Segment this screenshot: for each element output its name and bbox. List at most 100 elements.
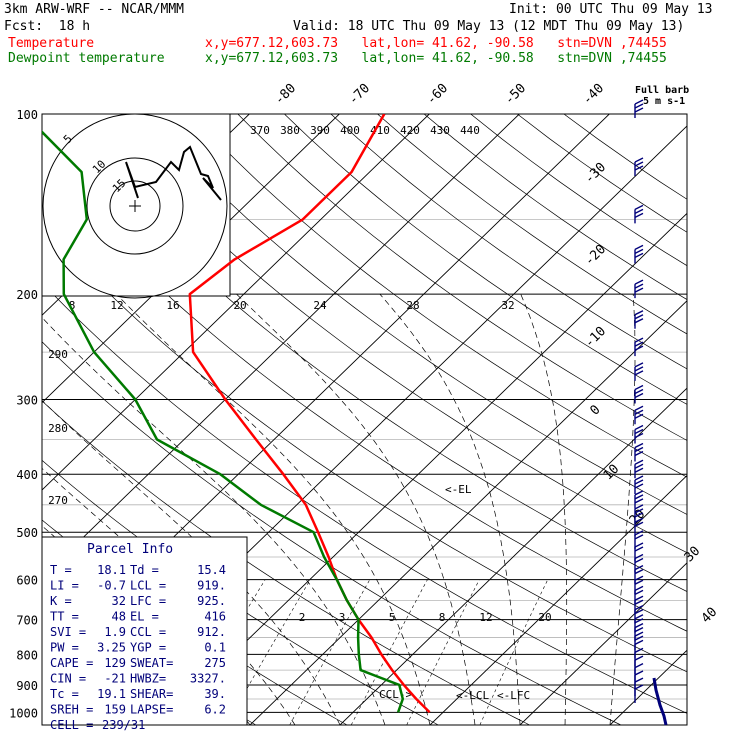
parcel-index-value: 416 xyxy=(204,610,226,624)
moist-adiabat-line xyxy=(115,293,431,725)
barb-flag xyxy=(634,204,644,210)
barb-flag xyxy=(634,618,644,624)
barb-flag xyxy=(634,432,644,439)
temperature-line xyxy=(188,114,431,714)
isotherm-line xyxy=(42,114,430,491)
barb-flag xyxy=(634,508,644,514)
barb-flag xyxy=(634,662,644,669)
barb-flag xyxy=(634,670,644,676)
barb-flag xyxy=(634,534,644,540)
temperature-location: x,y=677.12,603.73 lat,lon= 41.62, -90.58… xyxy=(205,36,667,51)
moist-adiabat-line xyxy=(520,293,568,725)
hodograph-ring xyxy=(86,157,184,255)
dry-adiabat-line xyxy=(237,114,687,441)
hodograph-trace xyxy=(125,145,222,201)
isotherm-line xyxy=(249,300,687,725)
speed-scale-label: 8 xyxy=(69,299,76,312)
barb-flag xyxy=(634,442,644,449)
isotherm-label: -60 xyxy=(424,81,451,108)
barb-flag xyxy=(634,553,644,560)
pressure-label: 900 xyxy=(16,679,38,693)
parcel-index-name: SHEAR= xyxy=(130,687,173,701)
parcel-index-name: HWBZ= xyxy=(130,672,166,686)
dry-adiabat-line xyxy=(190,114,687,478)
wind-barb xyxy=(634,504,644,523)
dry-adiabat-line xyxy=(51,114,687,592)
barb-flag xyxy=(634,609,644,615)
isotherm-label: 0 xyxy=(587,402,603,418)
parcel-index-value: 19.1 xyxy=(97,687,126,701)
isotherm-line xyxy=(429,474,687,725)
speed-scale-label: 24 xyxy=(313,299,327,312)
pressure-label: 400 xyxy=(16,468,38,482)
barb-key-label: Full barb xyxy=(635,85,689,96)
moist-adiabat-line xyxy=(42,316,386,725)
temperature-label: Temperature xyxy=(8,36,95,51)
theta-e-label: 380 xyxy=(280,124,300,137)
theta-e-label: 390 xyxy=(310,124,330,137)
el-marker: <-EL xyxy=(445,483,472,496)
wind-barb xyxy=(634,490,644,509)
theta-e-label: 370 xyxy=(250,124,270,137)
barb-flag xyxy=(634,595,644,601)
barb-flag xyxy=(634,647,644,653)
barb-flag xyxy=(634,388,644,395)
hodograph-ring xyxy=(42,113,228,299)
wind-barb xyxy=(634,157,644,176)
barb-flag xyxy=(634,337,644,343)
barb-flag xyxy=(634,530,644,536)
parcel-index-name: LI = xyxy=(50,579,79,593)
wind-barb xyxy=(634,337,644,357)
wind-barb xyxy=(634,475,644,494)
parcel-info-panel xyxy=(41,536,248,726)
parcel-index-value: 239/31 xyxy=(102,718,145,732)
dry-adiabat-line xyxy=(42,222,687,673)
parcel-index-name: CAPE = xyxy=(50,656,93,670)
parcel-index-name: SREH = xyxy=(50,703,93,717)
theta-e-label: 420 xyxy=(400,124,420,137)
isotherm-label: -40 xyxy=(580,81,607,108)
model-title: 3km ARW-WRF -- NCAR/MMM xyxy=(4,2,185,17)
isotherm-line xyxy=(159,212,687,725)
speed-scale-label: 28 xyxy=(406,299,419,312)
parcel-index-value: 275 xyxy=(204,656,226,670)
lcl-marker: <-LCL xyxy=(456,689,489,702)
parcel-index-name: PW = xyxy=(50,641,79,655)
barb-flag xyxy=(634,310,644,316)
barb-flag xyxy=(634,585,644,592)
wind-barb xyxy=(634,442,644,462)
mixing-ratio-label: 20 xyxy=(538,611,551,624)
parcel-info-title: Parcel Info xyxy=(87,542,173,557)
dry-adiabat-line xyxy=(42,162,687,632)
barb-flag xyxy=(634,248,644,255)
speed-scale-label: 32 xyxy=(501,299,514,312)
hodograph-box xyxy=(41,113,231,297)
isotherm-label: -70 xyxy=(346,81,373,108)
barb-flag xyxy=(634,405,644,411)
dry-adiabat-line xyxy=(42,282,687,714)
forecast-hour: Fcst: 18 h xyxy=(4,19,91,34)
parcel-index-value: 159 xyxy=(104,703,126,717)
theta-e-label: 430 xyxy=(430,124,450,137)
barb-flag xyxy=(634,564,644,571)
theta-e-label: 410 xyxy=(370,124,390,137)
dry-adiabat-line xyxy=(144,114,687,515)
moist-adiabat-line xyxy=(379,293,521,725)
barb-flag xyxy=(634,283,644,289)
barb-flag xyxy=(634,589,644,596)
speed-scale-label: 16 xyxy=(166,299,179,312)
moist-adiabat-line xyxy=(42,467,296,725)
dry-adiabat-line xyxy=(42,341,622,725)
barb-flag xyxy=(634,639,644,645)
parcel-index-name: CIN = xyxy=(50,672,86,686)
pressure-label: 300 xyxy=(16,393,38,407)
pressure-label: 200 xyxy=(16,288,38,302)
ccl-marker: CCL-> xyxy=(379,688,412,701)
barb-flag xyxy=(634,542,644,548)
barb-flag xyxy=(634,370,644,376)
parcel-index-value: 32 xyxy=(112,594,126,608)
parcel-index-name: EL = xyxy=(130,610,159,624)
isotherm-line xyxy=(609,649,687,725)
mixing-ratio-label: 8 xyxy=(439,611,446,624)
